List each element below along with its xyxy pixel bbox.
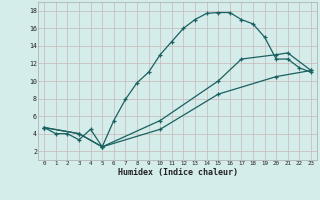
X-axis label: Humidex (Indice chaleur): Humidex (Indice chaleur): [118, 168, 238, 177]
